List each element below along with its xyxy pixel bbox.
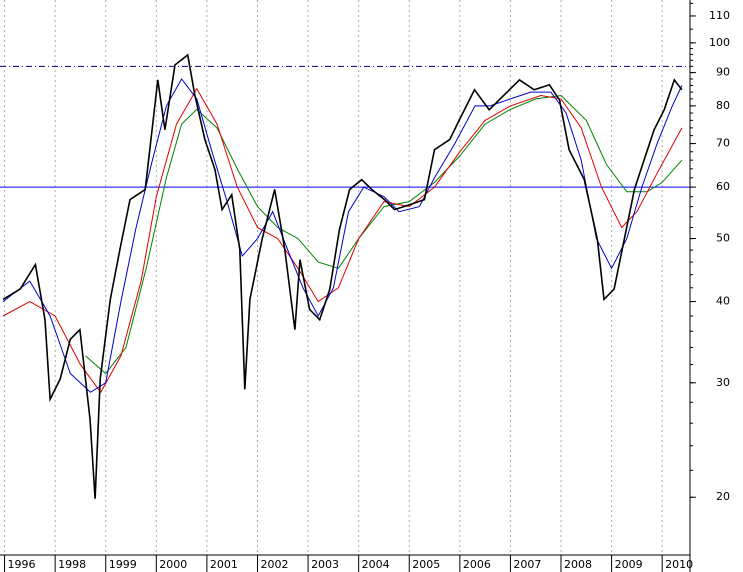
x-tick-label: 2007 xyxy=(513,558,541,571)
y-tick-label: 20 xyxy=(716,490,730,503)
x-tick-label: 1999 xyxy=(109,558,137,571)
x-tick-label: 2009 xyxy=(615,558,643,571)
x-tick-label: 2008 xyxy=(564,558,592,571)
x-tick-label: 2005 xyxy=(412,558,440,571)
series-line xyxy=(2,78,683,393)
y-tick-label: 60 xyxy=(716,180,730,193)
x-tick-label: 2000 xyxy=(159,558,187,571)
y-tick-label: 100 xyxy=(709,36,730,49)
x-tick-label: 2001 xyxy=(210,558,238,571)
y-tick-label: 40 xyxy=(716,295,730,308)
y-tick-label: 110 xyxy=(709,9,730,22)
y-tick-label: 70 xyxy=(716,137,730,150)
x-tick-label: 2004 xyxy=(362,558,390,571)
y-tick-label: 80 xyxy=(716,99,730,112)
y-tick-label: 30 xyxy=(716,376,730,389)
x-tick-label: 2002 xyxy=(260,558,288,571)
x-tick-label: 1996 xyxy=(8,558,36,571)
y-tick-label: 50 xyxy=(716,232,730,245)
series-line xyxy=(85,94,683,375)
series-line xyxy=(2,53,683,499)
y-tick-label: 90 xyxy=(716,66,730,79)
x-tick-label: 2010 xyxy=(665,558,693,571)
x-tick-label: 2003 xyxy=(311,558,339,571)
x-tick-label: 2006 xyxy=(463,558,491,571)
x-tick-label: 1998 xyxy=(58,558,86,571)
